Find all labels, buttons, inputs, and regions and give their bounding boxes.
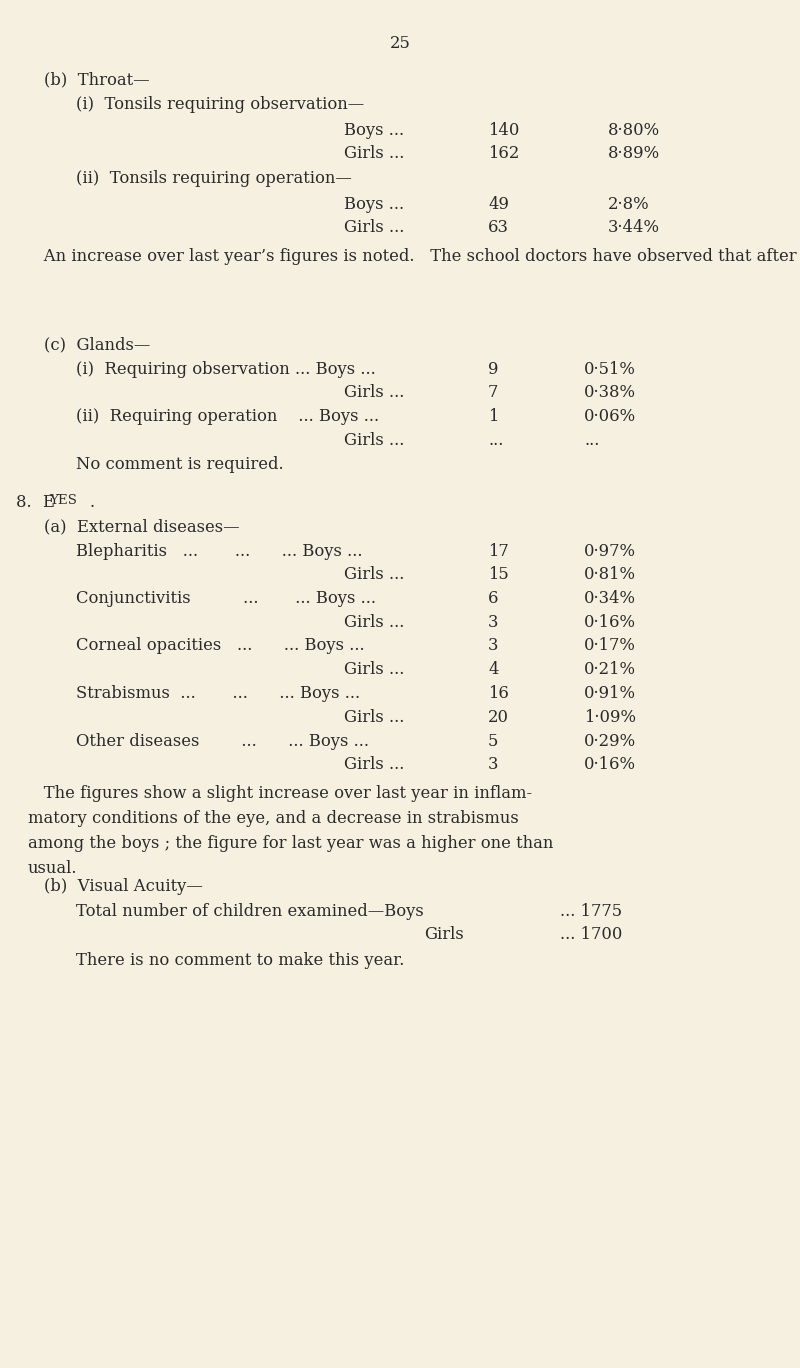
Text: (ii)  Requiring operation    ... Boys ...: (ii) Requiring operation ... Boys ...	[76, 408, 379, 425]
Text: Boys ...: Boys ...	[344, 196, 404, 212]
Text: Girls ...: Girls ...	[344, 145, 404, 161]
Text: 20: 20	[488, 709, 509, 725]
Text: 8·89%: 8·89%	[608, 145, 660, 161]
Text: 25: 25	[390, 36, 410, 52]
Text: 0·91%: 0·91%	[584, 685, 636, 702]
Text: 2·8%: 2·8%	[608, 196, 650, 212]
Text: 7: 7	[488, 384, 498, 401]
Text: 3·44%: 3·44%	[608, 219, 660, 235]
Text: An increase over last year’s figures is noted.   The school doctors have observe: An increase over last year’s figures is …	[28, 248, 800, 264]
Text: ...: ...	[584, 432, 599, 449]
Text: among the boys ; the figure for last year was a higher one than: among the boys ; the figure for last yea…	[28, 834, 554, 852]
Text: 0·38%: 0·38%	[584, 384, 636, 401]
Text: usual.: usual.	[28, 860, 78, 877]
Text: Girls ...: Girls ...	[344, 566, 404, 583]
Text: (i)  Requiring observation ... Boys ...: (i) Requiring observation ... Boys ...	[76, 361, 376, 378]
Text: 8·80%: 8·80%	[608, 122, 660, 138]
Text: Total number of children examined—Boys: Total number of children examined—Boys	[76, 903, 424, 919]
Text: 0·97%: 0·97%	[584, 543, 636, 560]
Text: (ii)  Tonsils requiring operation—: (ii) Tonsils requiring operation—	[76, 171, 352, 187]
Text: E: E	[42, 494, 54, 510]
Text: 140: 140	[488, 122, 519, 138]
Text: 0·16%: 0·16%	[584, 755, 636, 773]
Text: YES: YES	[50, 494, 78, 508]
Text: 0·81%: 0·81%	[584, 566, 636, 583]
Text: matory conditions of the eye, and a decrease in strabismus: matory conditions of the eye, and a decr…	[28, 810, 518, 826]
Text: Corneal opacities   ...      ... Boys ...: Corneal opacities ... ... Boys ...	[76, 637, 365, 654]
Text: Blepharitis   ...       ...      ... Boys ...: Blepharitis ... ... ... Boys ...	[76, 543, 362, 560]
Text: Strabismus  ...       ...      ... Boys ...: Strabismus ... ... ... Boys ...	[76, 685, 360, 702]
Text: 9: 9	[488, 361, 498, 378]
Text: Girls ...: Girls ...	[344, 709, 404, 725]
Text: 5: 5	[488, 733, 498, 750]
Text: 6: 6	[488, 591, 498, 607]
Text: 0·29%: 0·29%	[584, 733, 636, 750]
Text: 1·09%: 1·09%	[584, 709, 636, 725]
Text: 0·16%: 0·16%	[584, 613, 636, 631]
Text: 8.: 8.	[16, 494, 42, 510]
Text: The figures show a slight increase over last year in inflam-: The figures show a slight increase over …	[28, 785, 532, 802]
Text: (c)  Glands—: (c) Glands—	[44, 337, 150, 353]
Text: 0·21%: 0·21%	[584, 662, 636, 679]
Text: (i)  Tonsils requiring observation—: (i) Tonsils requiring observation—	[76, 96, 364, 114]
Text: 4: 4	[488, 662, 498, 679]
Text: 0·06%: 0·06%	[584, 408, 636, 425]
Text: 1: 1	[488, 408, 498, 425]
Text: (a)  External diseases—: (a) External diseases—	[44, 518, 240, 535]
Text: ... 1775: ... 1775	[560, 903, 622, 919]
Text: Conjunctivitis          ...       ... Boys ...: Conjunctivitis ... ... Boys ...	[76, 591, 376, 607]
Text: 15: 15	[488, 566, 509, 583]
Text: 0·34%: 0·34%	[584, 591, 636, 607]
Text: 16: 16	[488, 685, 509, 702]
Text: Girls ...: Girls ...	[344, 755, 404, 773]
Text: 0·17%: 0·17%	[584, 637, 636, 654]
Text: ...: ...	[488, 432, 503, 449]
Text: (b)  Visual Acuity—: (b) Visual Acuity—	[44, 878, 203, 895]
Text: Girls: Girls	[424, 926, 464, 943]
Text: No comment is required.: No comment is required.	[76, 457, 284, 473]
Text: Girls ...: Girls ...	[344, 384, 404, 401]
Text: Boys ...: Boys ...	[344, 122, 404, 138]
Text: Girls ...: Girls ...	[344, 219, 404, 235]
Text: 0·51%: 0·51%	[584, 361, 636, 378]
Text: 162: 162	[488, 145, 519, 161]
Text: Girls ...: Girls ...	[344, 613, 404, 631]
Text: 3: 3	[488, 613, 498, 631]
Text: Girls ...: Girls ...	[344, 662, 404, 679]
Text: 49: 49	[488, 196, 509, 212]
Text: Other diseases        ...      ... Boys ...: Other diseases ... ... Boys ...	[76, 733, 369, 750]
Text: (b)  Throat—: (b) Throat—	[44, 71, 150, 88]
Text: .: .	[90, 494, 94, 510]
Text: 3: 3	[488, 637, 498, 654]
Text: Girls ...: Girls ...	[344, 432, 404, 449]
Text: 3: 3	[488, 755, 498, 773]
Text: ... 1700: ... 1700	[560, 926, 622, 943]
Text: 63: 63	[488, 219, 509, 235]
Text: There is no comment to make this year.: There is no comment to make this year.	[76, 952, 404, 969]
Text: 17: 17	[488, 543, 509, 560]
